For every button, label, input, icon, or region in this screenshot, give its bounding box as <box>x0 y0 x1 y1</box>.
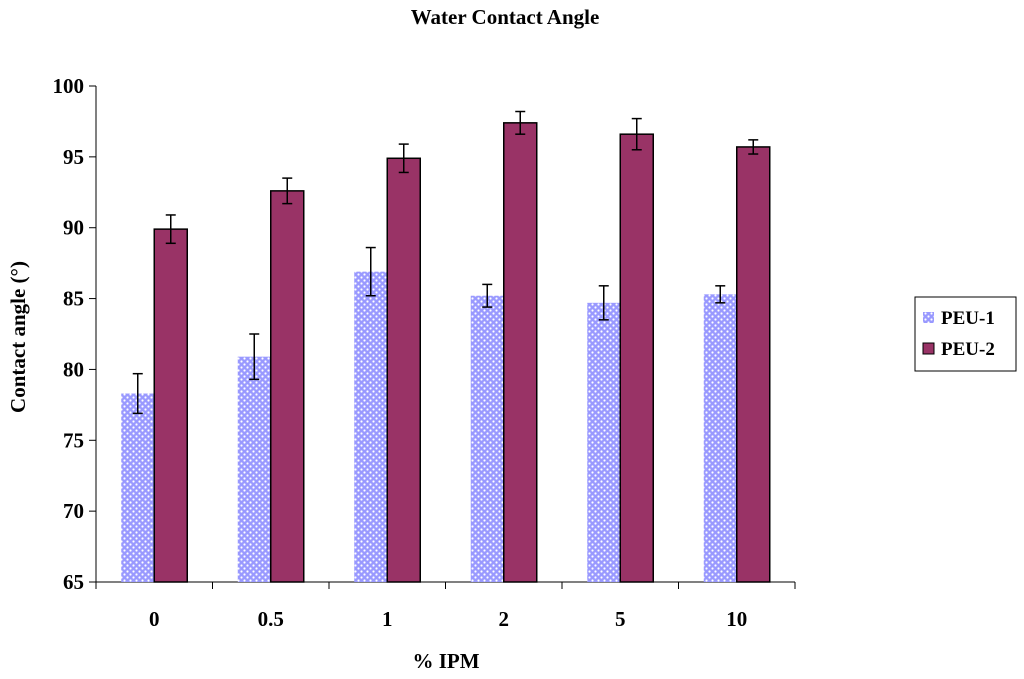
bar-peu-1 <box>703 294 737 582</box>
y-tick-label: 90 <box>63 216 84 240</box>
x-tick-label: 0 <box>149 607 160 631</box>
bar-peu-2 <box>503 122 538 583</box>
legend: PEU-1 PEU-2 <box>914 296 1017 372</box>
legend-box <box>914 296 1017 372</box>
y-tick-label: 100 <box>53 74 85 98</box>
legend-label-peu-2: PEU-2 <box>941 339 995 360</box>
x-tick-label: 1 <box>382 607 393 631</box>
bar-peu-2 <box>153 228 188 583</box>
y-tick-label: 65 <box>63 570 84 594</box>
y-axis-label: Contact angle (°) <box>6 261 30 413</box>
x-tick-label: 0.5 <box>258 607 284 631</box>
x-tick-label: 2 <box>499 607 510 631</box>
legend-swatch-peu-2 <box>922 342 935 355</box>
y-tick-label: 75 <box>63 428 84 452</box>
bar-peu-1 <box>354 271 388 582</box>
bar-peu-1 <box>470 295 504 582</box>
y-tick-label: 95 <box>63 145 84 169</box>
bar-peu-2 <box>619 133 654 583</box>
legend-swatch-peu-1 <box>923 312 934 323</box>
y-tick-label: 70 <box>63 499 84 523</box>
x-tick-label: 5 <box>615 607 626 631</box>
bar-peu-1 <box>121 393 155 582</box>
legend-label-peu-1: PEU-1 <box>941 308 995 329</box>
bar-peu-2 <box>386 157 421 583</box>
bar-peu-2 <box>736 146 771 583</box>
bar-peu-2 <box>270 190 305 583</box>
bar-peu-1 <box>237 356 271 582</box>
x-axis-label: % IPM <box>412 649 479 673</box>
bar-peu-1 <box>587 302 621 582</box>
y-tick-label: 85 <box>63 287 84 311</box>
x-tick-label: 10 <box>726 607 747 631</box>
y-tick-label: 80 <box>63 357 84 381</box>
chart-title: Water Contact Angle <box>411 5 600 29</box>
plot-area: 65 70 75 80 85 90 95 100 0 0.5 1 2 5 10 <box>53 74 796 631</box>
